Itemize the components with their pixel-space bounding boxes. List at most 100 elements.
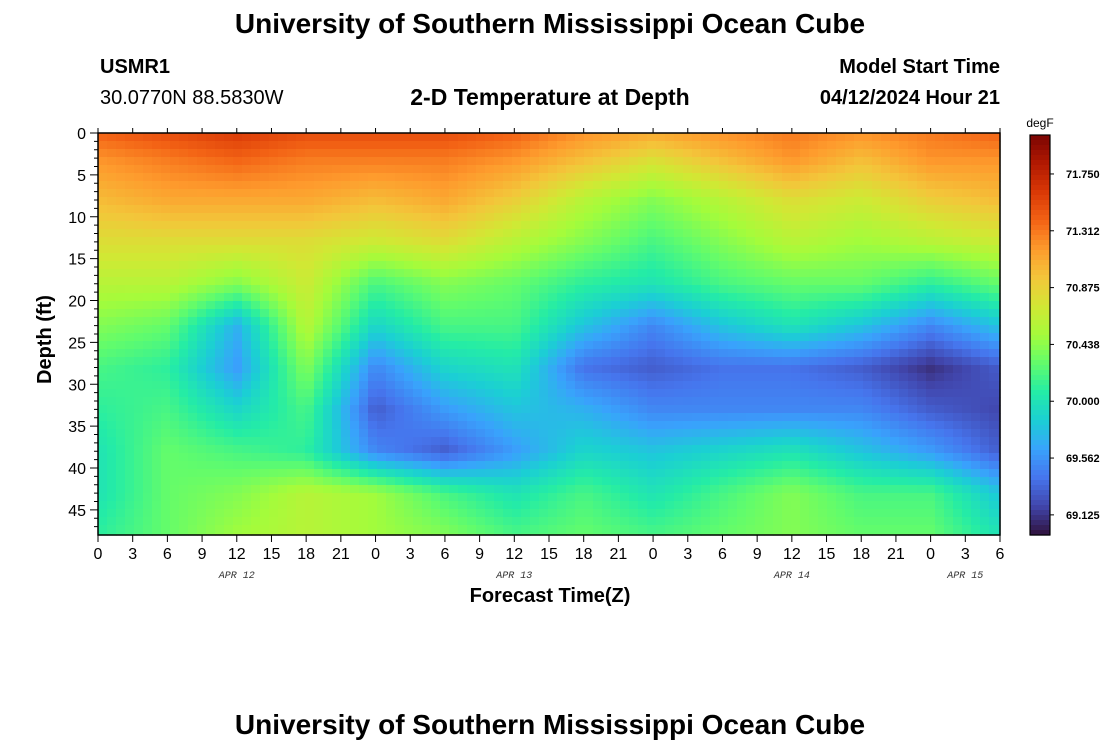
heatmap-cell — [602, 349, 612, 358]
heatmap-cell — [890, 469, 900, 478]
heatmap-cell — [764, 437, 774, 446]
heatmap-cell — [422, 421, 432, 430]
heatmap-cell — [881, 477, 891, 486]
heatmap-cell — [818, 277, 828, 286]
heatmap-cell — [899, 325, 909, 334]
heatmap-cell — [881, 237, 891, 246]
heatmap-cell — [683, 413, 693, 422]
heatmap-cell — [566, 405, 576, 414]
heatmap-cell — [953, 229, 963, 238]
heatmap-cell — [125, 197, 135, 206]
heatmap-cell — [170, 245, 180, 254]
heatmap-cell — [674, 349, 684, 358]
heatmap-cell — [917, 181, 927, 190]
heatmap-cell — [935, 301, 945, 310]
heatmap-cell — [242, 213, 252, 222]
heatmap-cell — [665, 357, 675, 366]
heatmap-cell — [395, 309, 405, 318]
heatmap-cell — [953, 213, 963, 222]
heatmap-cell — [629, 373, 639, 382]
heatmap-cell — [242, 317, 252, 326]
heatmap-cell — [629, 173, 639, 182]
heatmap-cell — [233, 317, 243, 326]
heatmap-cell — [710, 237, 720, 246]
heatmap-cell — [611, 157, 621, 166]
heatmap-cell — [440, 469, 450, 478]
heatmap-cell — [467, 309, 477, 318]
heatmap-cell — [863, 341, 873, 350]
heatmap-cell — [665, 293, 675, 302]
heatmap-cell — [692, 333, 702, 342]
heatmap-cell — [404, 501, 414, 510]
heatmap-cell — [386, 237, 396, 246]
heatmap-cell — [548, 437, 558, 446]
heatmap-cell — [251, 237, 261, 246]
heatmap-cell — [971, 405, 981, 414]
heatmap-cell — [881, 365, 891, 374]
heatmap-cell — [368, 405, 378, 414]
heatmap-cell — [629, 357, 639, 366]
heatmap-cell — [827, 525, 837, 534]
heatmap-cell — [701, 317, 711, 326]
heatmap-cell — [935, 429, 945, 438]
heatmap-cell — [143, 269, 153, 278]
heatmap-cell — [341, 477, 351, 486]
heatmap-cell — [341, 341, 351, 350]
heatmap-cell — [170, 373, 180, 382]
heatmap-cell — [917, 429, 927, 438]
heatmap-cell — [890, 501, 900, 510]
heatmap-cell — [260, 221, 270, 230]
heatmap-cell — [647, 333, 657, 342]
heatmap-cell — [782, 277, 792, 286]
heatmap-cell — [827, 197, 837, 206]
heatmap-cell — [656, 277, 666, 286]
heatmap-cell — [215, 429, 225, 438]
heatmap-cell — [350, 205, 360, 214]
heatmap-cell — [179, 509, 189, 518]
heatmap-cell — [422, 341, 432, 350]
heatmap-cell — [809, 461, 819, 470]
heatmap-cell — [782, 485, 792, 494]
heatmap-cell — [692, 173, 702, 182]
heatmap-cell — [98, 501, 108, 510]
heatmap-cell — [611, 197, 621, 206]
heatmap-cell — [917, 141, 927, 150]
heatmap-cell — [782, 229, 792, 238]
heatmap-cell — [494, 509, 504, 518]
heatmap-cell — [683, 525, 693, 534]
heatmap-cell — [458, 421, 468, 430]
heatmap-cell — [269, 517, 279, 526]
heatmap-cell — [296, 165, 306, 174]
heatmap-cell — [773, 349, 783, 358]
heatmap-cell — [539, 213, 549, 222]
heatmap-cell — [215, 133, 225, 142]
heatmap-cell — [530, 493, 540, 502]
heatmap-cell — [809, 301, 819, 310]
heatmap-cell — [890, 205, 900, 214]
heatmap-cell — [197, 517, 207, 526]
heatmap-cell — [854, 133, 864, 142]
heatmap-cell — [836, 493, 846, 502]
heatmap-cell — [908, 341, 918, 350]
heatmap-cell — [548, 229, 558, 238]
heatmap-cell — [647, 389, 657, 398]
heatmap-cell — [692, 325, 702, 334]
heatmap-cell — [728, 429, 738, 438]
heatmap-cell — [908, 157, 918, 166]
heatmap-cell — [251, 309, 261, 318]
heatmap-cell — [386, 349, 396, 358]
heatmap-cell — [566, 429, 576, 438]
heatmap-cell — [818, 381, 828, 390]
heatmap-cell — [323, 373, 333, 382]
heatmap-cell — [134, 445, 144, 454]
heatmap-cell — [512, 245, 522, 254]
heatmap-cell — [413, 181, 423, 190]
heatmap-cell — [674, 141, 684, 150]
heatmap-cell — [935, 461, 945, 470]
heatmap-cell — [926, 389, 936, 398]
heatmap-cell — [971, 141, 981, 150]
heatmap-cell — [584, 205, 594, 214]
heatmap-cell — [746, 525, 756, 534]
heatmap-cell — [287, 253, 297, 262]
heatmap-cell — [584, 429, 594, 438]
